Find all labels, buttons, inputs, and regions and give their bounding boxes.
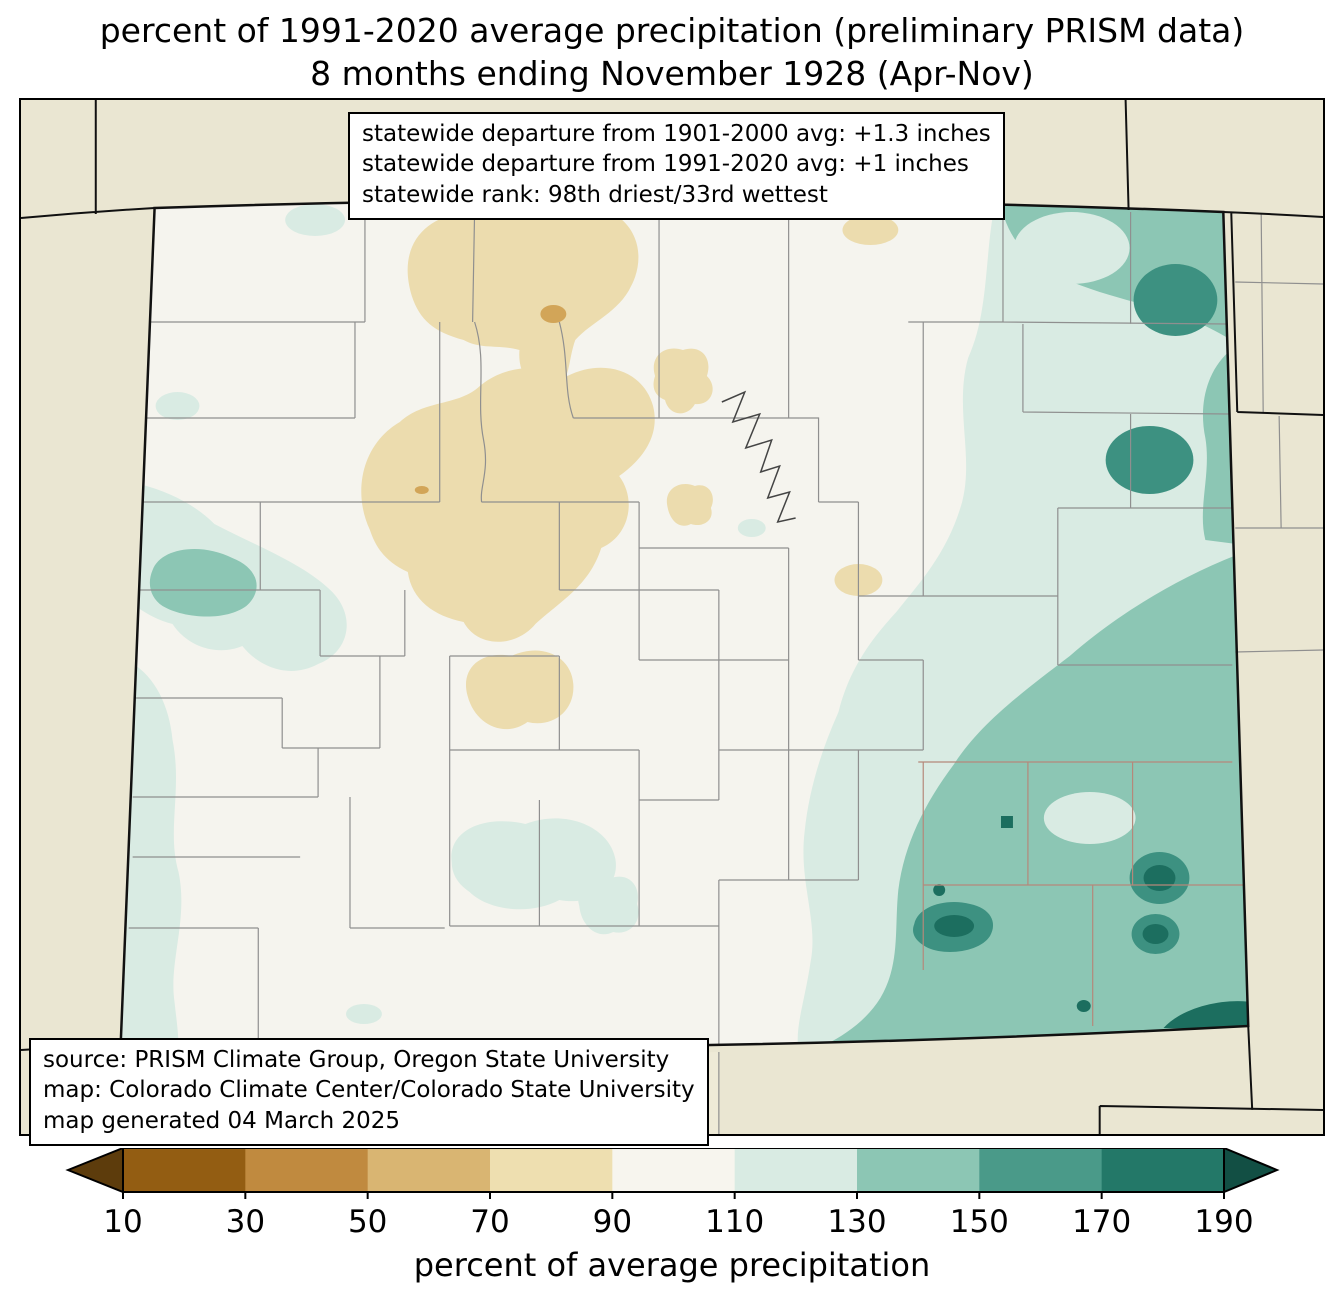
colorbar-tick-label: 70	[470, 1204, 509, 1240]
tan-dry-patches	[361, 199, 899, 729]
statewide-stats-box: statewide departure from 1901-2000 avg: …	[348, 111, 1005, 220]
colorbar-tick-label: 190	[1194, 1204, 1253, 1240]
colorbar-segment	[734, 1147, 858, 1192]
colorbar-over-arrow	[1223, 1147, 1280, 1194]
map-region: statewide departure from 1901-2000 avg: …	[19, 97, 1325, 1146]
colorbar-segment	[123, 1147, 246, 1192]
stats-line-departure-1901: statewide departure from 1901-2000 avg: …	[362, 120, 991, 147]
figure-title: percent of 1991-2020 average precipitati…	[0, 0, 1344, 96]
stats-line-rank: statewide rank: 98th driest/33rd wettest	[362, 181, 828, 208]
colorbar-tick-label: 90	[593, 1204, 632, 1240]
colorbar-segment	[1101, 1147, 1225, 1192]
source-line: source: PRISM Climate Group, Oregon Stat…	[43, 1046, 670, 1073]
colorado-precipitation-map	[21, 99, 1323, 1134]
colorbar-segment	[612, 1147, 736, 1192]
colorbar-axis-label: percent of average precipitation	[413, 1245, 931, 1284]
colorbar-scale: 10 30 50 70 90 110 130 150 170 190	[65, 1147, 1280, 1240]
colorbar-tick-label: 30	[226, 1204, 265, 1240]
colorbar-tick-label: 150	[950, 1204, 1009, 1240]
colorbar-segment	[367, 1147, 491, 1192]
colorbar-under-arrow	[65, 1147, 124, 1194]
colorbar-tick-label: 110	[705, 1204, 764, 1240]
colorbar-tick-label: 130	[827, 1204, 886, 1240]
title-line-2: 8 months ending November 1928 (Apr-Nov)	[310, 53, 1034, 93]
colorbar-segment	[979, 1147, 1103, 1192]
colorbar-tick-label: 10	[103, 1204, 142, 1240]
generated-date-line: map generated 04 March 2025	[43, 1107, 401, 1134]
colorbar-segment	[245, 1147, 369, 1192]
source-attribution-box: source: PRISM Climate Group, Oregon Stat…	[29, 1037, 709, 1146]
colorbar-segment	[857, 1147, 980, 1192]
map-credit-line: map: Colorado Climate Center/Colorado St…	[43, 1077, 695, 1104]
colorbar-tick-label: 50	[348, 1204, 387, 1240]
colorbar-segment	[490, 1147, 613, 1192]
title-line-1: percent of 1991-2020 average precipitati…	[99, 11, 1245, 50]
county-boundaries	[128, 209, 1246, 1044]
stats-line-departure-1991: statewide departure from 1991-2020 avg: …	[362, 151, 969, 178]
precipitation-patches	[120, 199, 1249, 1048]
front-range-jagged-boundary	[721, 390, 796, 523]
colorbar: 10 30 50 70 90 110 130 150 170 190 percent of ave…	[19, 1147, 1325, 1284]
colorbar-outline	[122, 1147, 1225, 1193]
colorbar-tick-label: 170	[1072, 1204, 1131, 1240]
